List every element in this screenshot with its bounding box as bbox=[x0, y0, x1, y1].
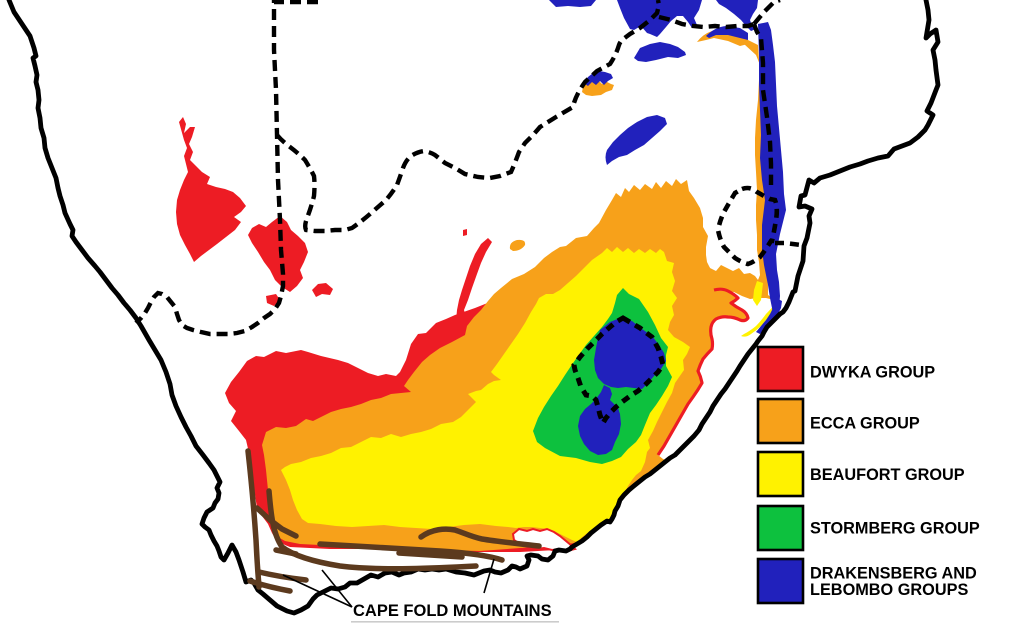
svg-text:CAPE FOLD MOUNTAINS: CAPE FOLD MOUNTAINS bbox=[353, 602, 552, 620]
svg-text:ECCA GROUP: ECCA GROUP bbox=[810, 415, 920, 433]
svg-text:STORMBERG GROUP: STORMBERG GROUP bbox=[810, 520, 980, 538]
svg-text:BEAUFORT GROUP: BEAUFORT GROUP bbox=[810, 466, 965, 484]
svg-text:DRAKENSBERG AND: DRAKENSBERG AND bbox=[810, 565, 977, 583]
svg-text:DWYKA GROUP: DWYKA GROUP bbox=[810, 364, 935, 382]
svg-text:LEBOMBO GROUPS: LEBOMBO GROUPS bbox=[810, 581, 968, 599]
